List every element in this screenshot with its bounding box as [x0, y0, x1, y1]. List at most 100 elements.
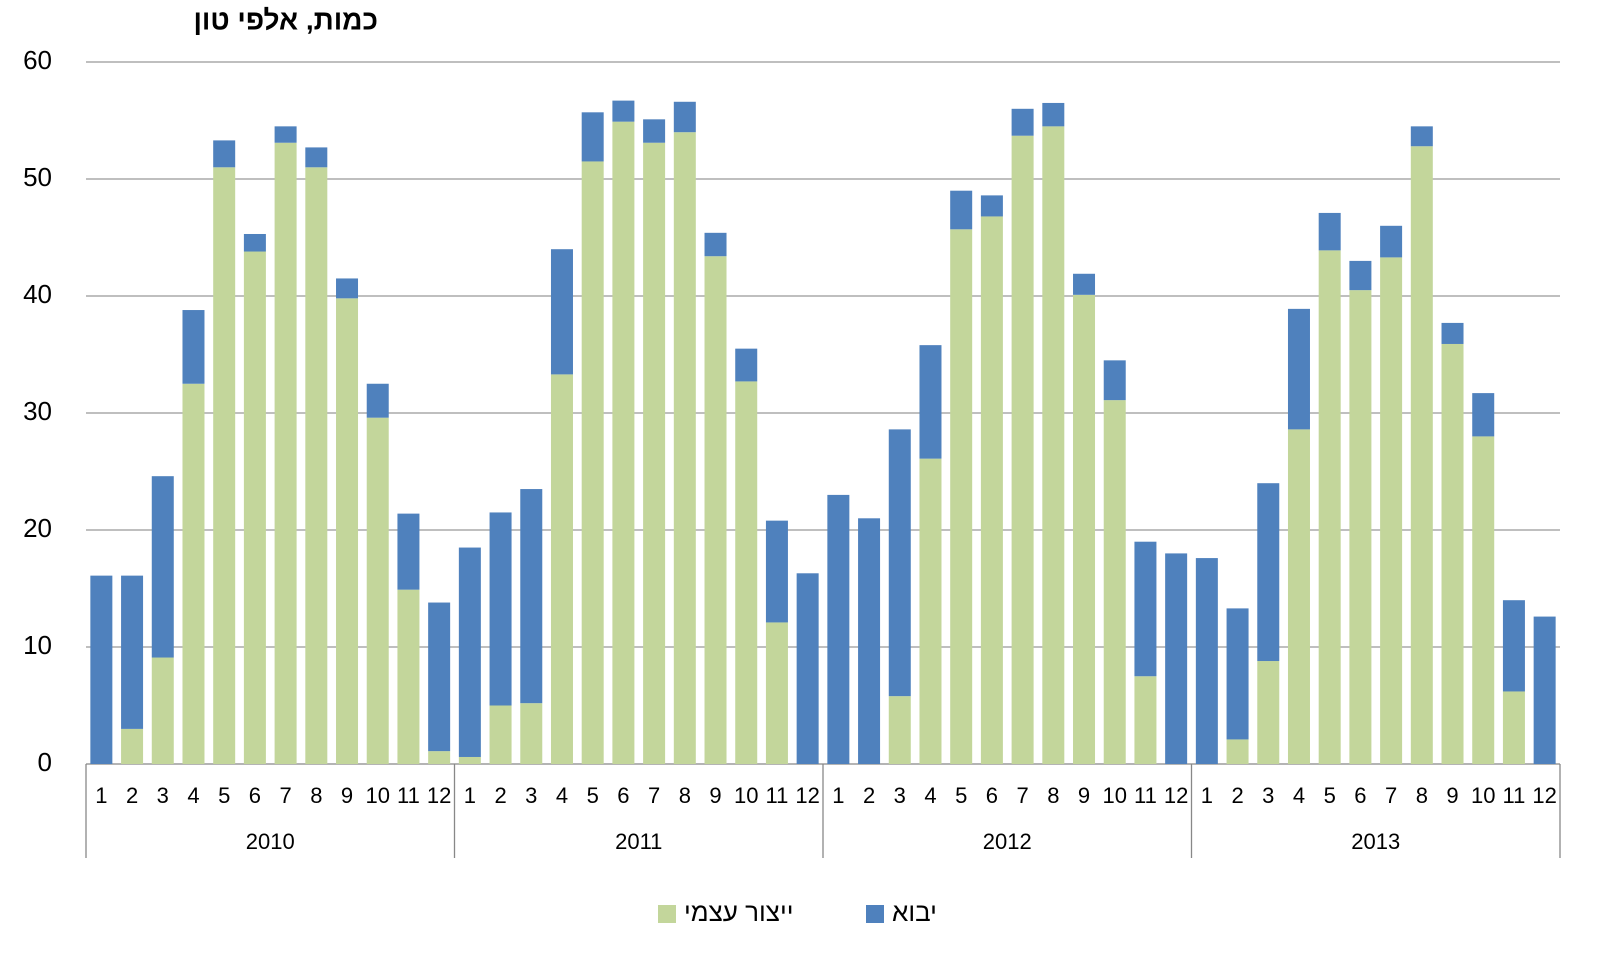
bar-segment [950, 229, 973, 764]
x-tick-label: 3 [157, 783, 169, 808]
bar-segment [919, 345, 942, 459]
bar-segment [1073, 294, 1096, 764]
bar-segment [336, 298, 359, 764]
legend-swatch [658, 905, 676, 923]
x-tick-label: 8 [1416, 783, 1428, 808]
x-tick-label: 12 [795, 783, 819, 808]
bar-segment [704, 232, 727, 257]
bar-segment [243, 233, 266, 252]
bar-segment [213, 167, 236, 765]
group-label: 2013 [1351, 829, 1400, 854]
bar-segment [827, 494, 850, 764]
bar-segment [765, 520, 788, 623]
bar-segment [1042, 126, 1065, 765]
bar-segment [1226, 739, 1249, 764]
bar-segment [550, 374, 573, 764]
y-tick-label: 50 [23, 162, 52, 192]
bar-segment [182, 383, 205, 764]
bar-segment [612, 100, 635, 122]
x-tick-label: 6 [986, 783, 998, 808]
bar-segment [1349, 290, 1372, 764]
bar-segment [796, 573, 819, 764]
bar-segment [581, 112, 604, 162]
bar-segment [336, 278, 359, 299]
x-tick-label: 12 [1532, 783, 1556, 808]
x-tick-label: 8 [679, 783, 691, 808]
x-tick-label: 5 [587, 783, 599, 808]
x-tick-label: 6 [249, 783, 261, 808]
bar-segment [612, 121, 635, 765]
x-tick-label: 4 [924, 783, 936, 808]
legend-swatch [866, 905, 884, 923]
bar-segment [1257, 661, 1280, 764]
bar-segment [1318, 212, 1341, 251]
y-tick-label: 20 [23, 513, 52, 543]
x-tick-label: 1 [1201, 783, 1213, 808]
group-label: 2011 [615, 829, 662, 854]
x-tick-label: 11 [766, 783, 789, 808]
bar-segment [1011, 135, 1034, 764]
bar-segment [366, 417, 389, 764]
bar-segment [90, 575, 113, 764]
x-tick-label: 1 [95, 783, 107, 808]
bar-segment [1134, 541, 1157, 677]
bar-segment [182, 310, 205, 384]
x-tick-label: 2 [863, 783, 875, 808]
bar-segment [520, 489, 543, 704]
bar-segment [397, 513, 420, 590]
bar-segment [1134, 676, 1157, 764]
x-tick-label: 6 [617, 783, 629, 808]
bar-segment [397, 589, 420, 764]
bar-segment [673, 101, 696, 133]
bar-segment [950, 190, 973, 230]
bar-segment [581, 161, 604, 764]
x-tick-label: 3 [1262, 783, 1274, 808]
bar-segment [1441, 343, 1464, 764]
x-tick-label: 1 [832, 783, 844, 808]
bar-segment [643, 119, 666, 143]
bar-segment [1287, 429, 1310, 764]
bar-segment [1042, 102, 1065, 127]
x-tick-label: 8 [1047, 783, 1059, 808]
bar-segment [919, 458, 942, 764]
x-tick-label: 1 [464, 783, 476, 808]
bar-segment [458, 547, 481, 757]
x-tick-label: 2 [494, 783, 506, 808]
bar-segment [1103, 400, 1126, 764]
x-tick-label: 5 [955, 783, 967, 808]
bar-segment [428, 602, 451, 752]
y-tick-label: 10 [23, 630, 52, 660]
legend-label: יבוא [892, 897, 937, 927]
x-tick-label: 6 [1354, 783, 1366, 808]
bar-segment [121, 575, 144, 729]
bar-segment [1502, 600, 1525, 692]
bar-segment [765, 622, 788, 764]
x-tick-label: 4 [187, 783, 199, 808]
y-tick-label: 0 [38, 747, 52, 777]
bar-segment [1380, 225, 1403, 258]
y-tick-label: 60 [23, 45, 52, 75]
bar-segment [458, 756, 481, 764]
x-tick-label: 2 [126, 783, 138, 808]
x-tick-label: 11 [1134, 783, 1157, 808]
x-tick-label: 7 [279, 783, 291, 808]
bar-segment [1103, 360, 1126, 401]
x-tick-label: 8 [310, 783, 322, 808]
bar-segment [1318, 250, 1341, 764]
bar-segment [520, 703, 543, 764]
x-tick-label: 12 [1164, 783, 1188, 808]
x-tick-label: 7 [648, 783, 660, 808]
x-tick-label: 3 [894, 783, 906, 808]
bar-segment [305, 167, 328, 765]
x-tick-label: 5 [1324, 783, 1336, 808]
x-tick-label: 7 [1385, 783, 1397, 808]
bar-segment [735, 381, 758, 764]
x-tick-label: 9 [1446, 783, 1458, 808]
x-tick-label: 9 [709, 783, 721, 808]
bar-segment [151, 476, 174, 658]
bar-segment [121, 728, 144, 764]
x-tick-label: 10 [1102, 783, 1126, 808]
bar-segment [151, 657, 174, 764]
bar-segment [888, 696, 911, 764]
